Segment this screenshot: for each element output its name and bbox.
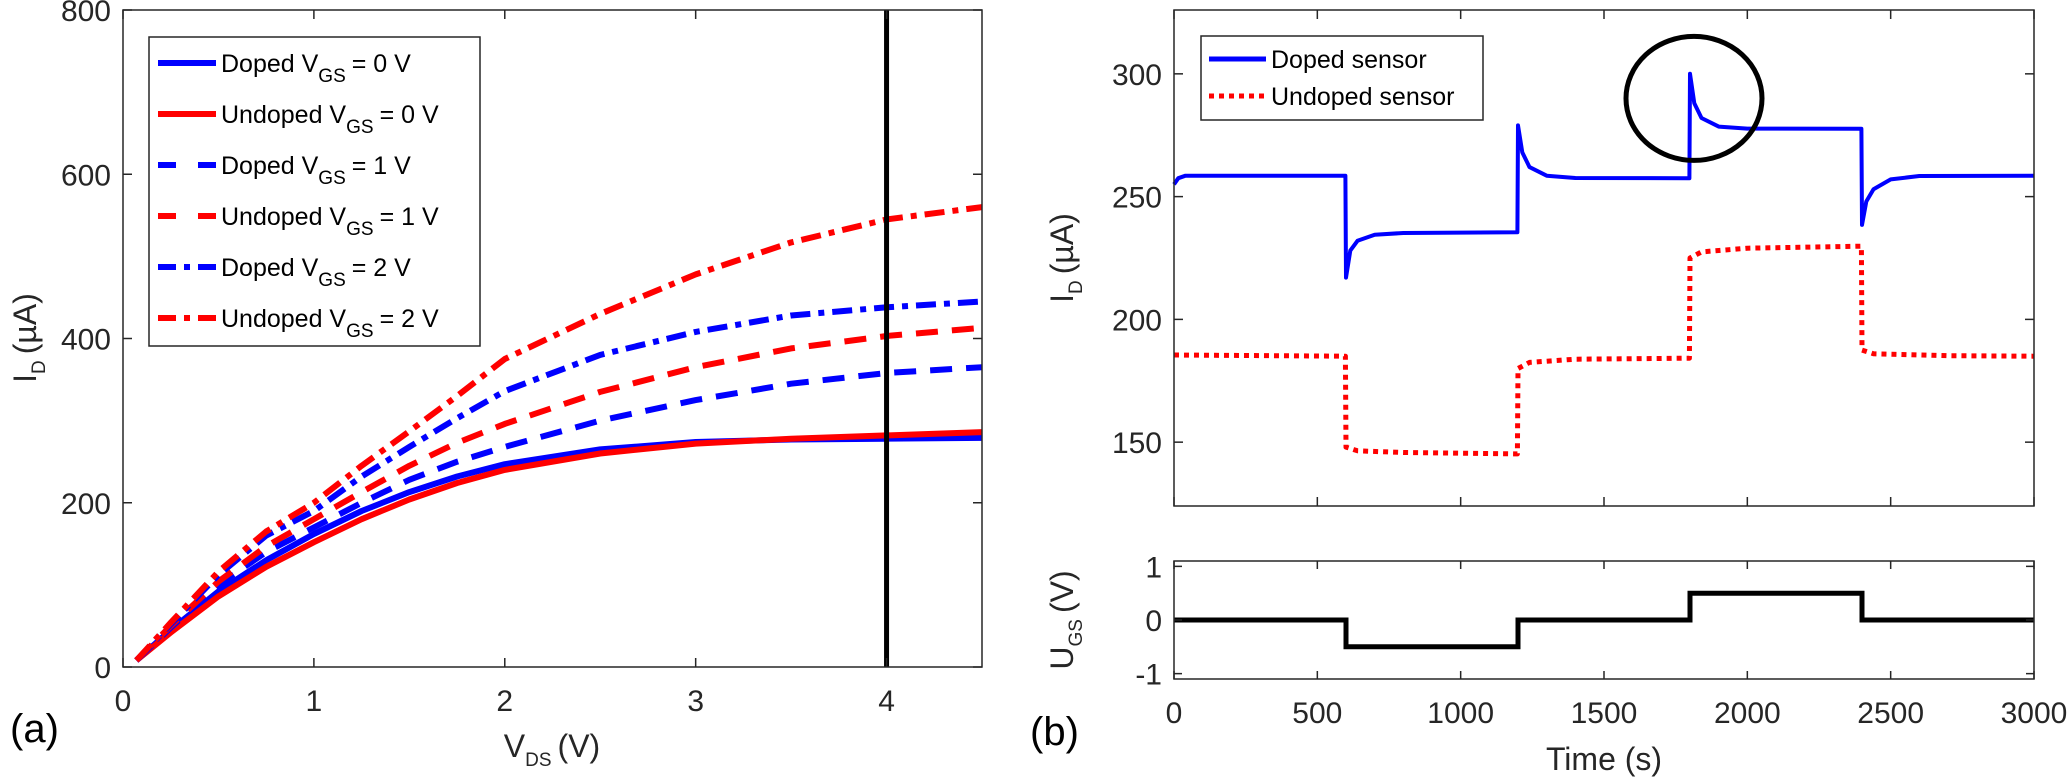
chart-a-legend-label: Undoped VGS = 0 V <box>221 101 439 138</box>
chart-b-bottom-x-tick-label: 0 <box>1166 697 1183 730</box>
chart-a-legend-label: Undoped VGS = 1 V <box>221 203 439 240</box>
chart-a-y-tick-label: 200 <box>61 488 111 521</box>
chart-b-bottom-y-tick-label: 0 <box>1145 605 1162 638</box>
chart-a-series-line-5 <box>134 204 983 663</box>
chart-a-x-axis-label: VDS (V) <box>504 728 600 771</box>
chart-b-top-series-line-1 <box>1173 243 2035 457</box>
chart-a-series-line-2 <box>134 364 983 663</box>
chart-b-top-y-tick-label: 300 <box>1112 59 1162 92</box>
chart-b-top-y-tick-label: 250 <box>1112 182 1162 215</box>
chart-b-bottom-series-line-0 <box>1174 590 2034 650</box>
chart-b-bottom: 0 500 1000 1500 2000 2500 3000-101 UGS(V) Time… <box>1030 551 2067 777</box>
chart-a-series-line-3 <box>134 324 983 663</box>
chart-b-top-legend-box <box>1200 35 1484 121</box>
chart-b-bottom-series <box>1174 590 2034 650</box>
chart-a-y-tick-label: 0 <box>94 652 111 685</box>
chart-a-legend-label: Doped VGS = 0 V <box>221 50 411 87</box>
chart-a-series-line-0 <box>134 434 983 663</box>
chart-a-legend-label: Undoped VGS = 2 V <box>221 305 439 342</box>
chart-a-x-tick-label: 3 <box>687 685 704 718</box>
chart-b-top-ticks: 150 200 250 300 <box>1112 10 2035 506</box>
chart-a-series <box>134 204 983 663</box>
chart-b-top-legend-label: Doped sensor <box>1271 46 1427 74</box>
chart-b-bottom-x-tick-label: 500 <box>1292 697 1342 730</box>
chart-a-x-tick-label: 4 <box>878 685 895 718</box>
chart-b-top-y-tick-label: 200 <box>1112 304 1162 337</box>
chart-b-top-series-line-0 <box>1172 71 2035 280</box>
chart-a-series-line-1 <box>134 429 983 663</box>
chart-a-legend-label: Doped VGS = 2 V <box>221 254 411 291</box>
chart-b-top-series <box>1172 71 2035 457</box>
chart-a-legend-label: Doped VGS = 1 V <box>221 152 411 189</box>
chart-a-y-axis-label: ID(µA) <box>7 293 50 383</box>
chart-b-bottom-x-tick-label: 1000 <box>1427 697 1494 730</box>
panel-label-a: (a) <box>10 707 59 751</box>
chart-a: 0 1 2 3 4 0 200 400 600 800 Doped VGS = 0 V Undoped… <box>7 0 983 771</box>
chart-b-bottom-x-tick-label: 3000 <box>2001 697 2067 730</box>
chart-a-x-tick-label: 1 <box>306 685 323 718</box>
chart-b-bottom-x-tick-label: 2500 <box>1857 697 1924 730</box>
chart-a-x-tick-label: 2 <box>496 685 513 718</box>
chart-b-top-legend: Doped sensor Undoped sensor <box>1200 35 1484 121</box>
chart-a-legend: Doped VGS = 0 V Undoped VGS = 0 V Doped VGS =… <box>148 36 481 347</box>
chart-b-bottom-y-axis-label: UGS(V) <box>1044 570 1087 669</box>
chart-b-bottom-x-tick-label: 1500 <box>1571 697 1638 730</box>
panel-label-b: (b) <box>1030 710 1079 754</box>
chart-b-bottom-y-tick-label: 1 <box>1145 551 1162 584</box>
chart-b-bottom-y-tick-label: -1 <box>1135 659 1162 692</box>
chart-a-y-tick-label: 800 <box>61 0 111 28</box>
chart-b-top-y-axis-label: ID(µA) <box>1044 213 1087 303</box>
chart-a-y-tick-label: 600 <box>61 159 111 192</box>
chart-b-bottom-x-axis-label: Time (s) <box>1546 741 1662 777</box>
chart-a-ticks: 0 1 2 3 4 0 200 400 600 800 <box>61 0 982 718</box>
chart-a-legend-box <box>148 36 481 347</box>
chart-a-x-tick-label: 0 <box>115 685 132 718</box>
chart-b-top-highlight-circle <box>1623 33 1765 163</box>
chart-b-bottom-ticks: 0 500 1000 1500 2000 2500 3000-101 <box>1135 551 2067 730</box>
chart-a-series-line-4 <box>134 298 983 663</box>
chart-a-y-tick-label: 400 <box>61 324 111 357</box>
chart-b-top-legend-label: Undoped sensor <box>1271 83 1454 111</box>
chart-b-top-y-tick-label: 150 <box>1112 427 1162 460</box>
chart-b-bottom-x-tick-label: 2000 <box>1714 697 1781 730</box>
